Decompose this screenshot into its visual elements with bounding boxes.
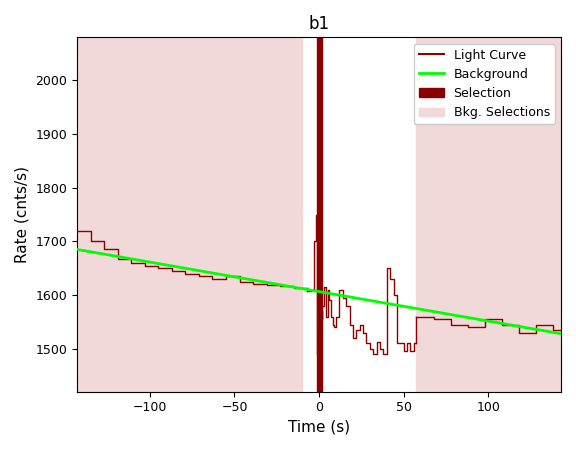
Y-axis label: Rate (cnts/s): Rate (cnts/s) (15, 166, 30, 263)
Bar (415, 37, 561, 392)
Legend: Light Curve, Background, Selection, Bkg. Selections: Light Curve, Background, Selection, Bkg.… (414, 44, 555, 124)
Title: b1: b1 (309, 15, 329, 33)
X-axis label: Time (s): Time (s) (288, 420, 350, 435)
Bar (317, 37, 321, 392)
Bar (77, 37, 302, 392)
